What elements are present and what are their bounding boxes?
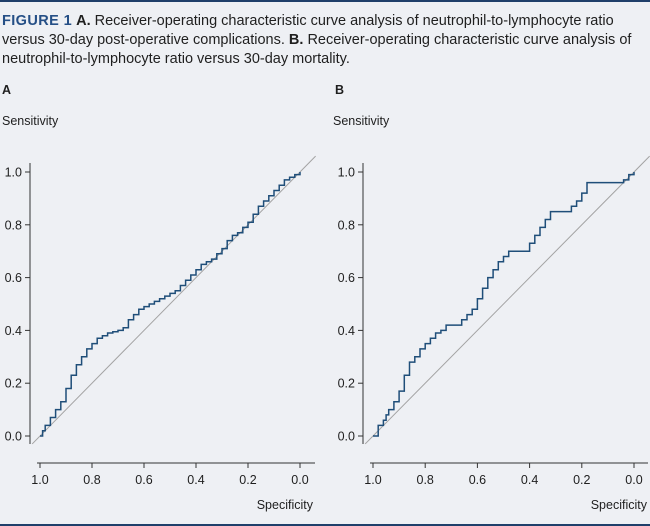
x-tick-label: 0.0 (625, 473, 642, 487)
y-tick-label: 0.8 (338, 218, 355, 232)
roc-curve-line (373, 172, 635, 437)
figure-caption: FIGURE 1 A. Receiver-operating character… (2, 12, 642, 69)
reference-diagonal-line (31, 155, 316, 445)
y-tick-label: 0.6 (338, 271, 355, 285)
y-tick-label: 1.0 (5, 166, 22, 180)
y-tick-label: 1.0 (338, 166, 355, 180)
y-tick-label: 0.4 (338, 324, 355, 338)
roc-curve-line (40, 172, 301, 437)
x-tick-label: 0.2 (239, 473, 256, 487)
y-tick-label: 0.2 (5, 377, 22, 391)
caption-a-label: A. (76, 13, 91, 29)
figure-label: FIGURE 1 (2, 13, 73, 29)
x-axis-title: Specificity (591, 498, 648, 512)
panel-label-a: A (2, 83, 11, 97)
y-tick-label: 0.8 (5, 218, 22, 232)
caption-b-label: B. (288, 32, 304, 48)
x-tick-label: 0.6 (469, 473, 486, 487)
x-tick-label: 0.6 (135, 473, 152, 487)
y-tick-label: 0.4 (5, 324, 22, 338)
x-tick-label: 0.4 (187, 473, 204, 487)
y-tick-label: 0.2 (338, 377, 355, 391)
y-tick-label: 0.0 (5, 430, 22, 444)
x-axis-title: Specificity (257, 498, 314, 512)
bottom-rule (0, 524, 650, 526)
x-tick-label: 0.0 (291, 473, 308, 487)
x-tick-label: 0.2 (573, 473, 590, 487)
x-tick-label: 0.8 (417, 473, 434, 487)
y-axis-title: Sensitivity (333, 114, 390, 128)
y-axis-title: Sensitivity (2, 114, 59, 128)
x-tick-label: 1.0 (31, 473, 48, 487)
x-tick-label: 0.4 (521, 473, 538, 487)
caption-a-text: Receiver-operating characteristic curve … (2, 13, 614, 48)
panel-label-b: B (335, 83, 344, 97)
top-rule (0, 0, 650, 2)
x-tick-label: 0.8 (83, 473, 100, 487)
x-tick-label: 1.0 (364, 473, 381, 487)
caption-b-text: Receiver-operating characteristic curve … (2, 32, 632, 67)
y-tick-label: 0.6 (5, 271, 22, 285)
y-tick-label: 0.0 (338, 430, 355, 444)
reference-diagonal-line (364, 155, 650, 445)
